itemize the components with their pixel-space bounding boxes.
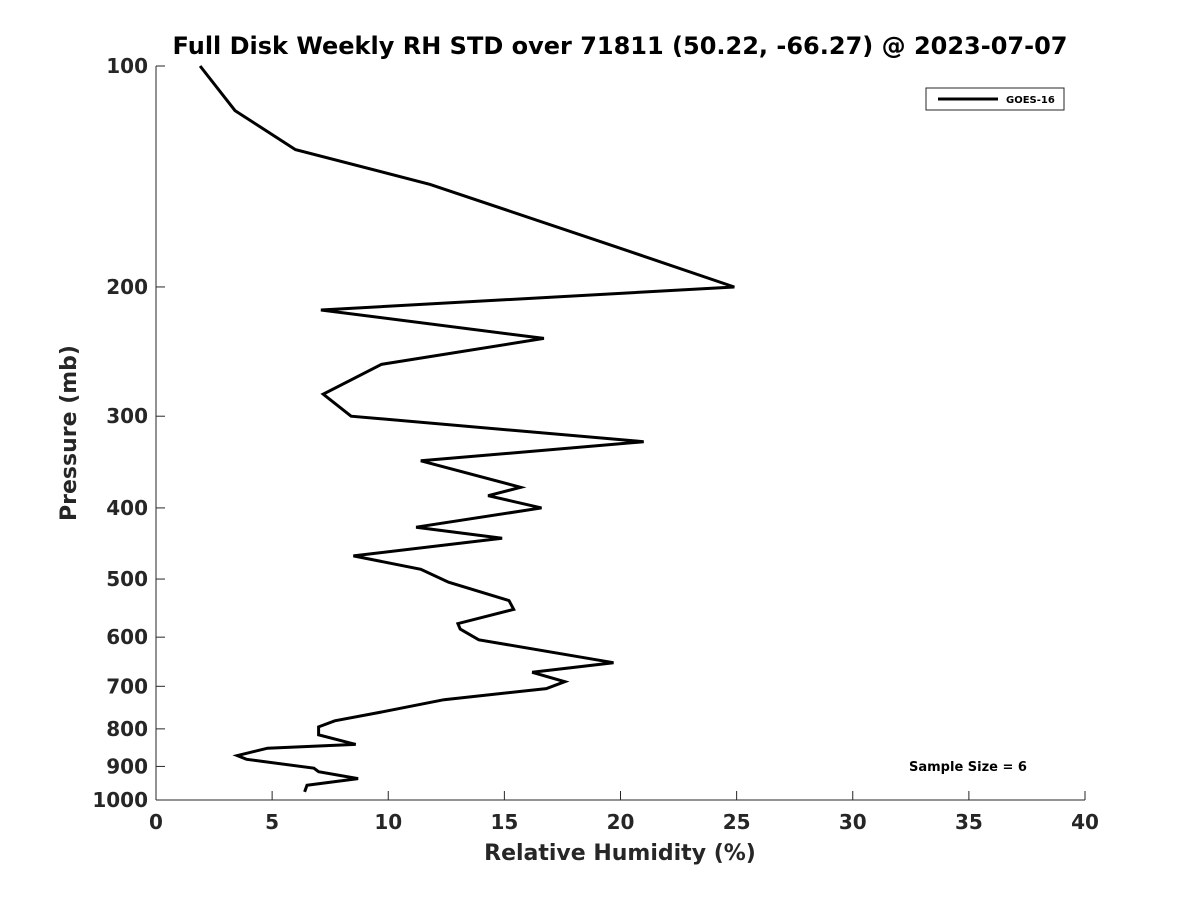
y-tick-label: 300 bbox=[106, 404, 148, 428]
y-tick-label: 500 bbox=[106, 567, 148, 591]
x-tick-label: 40 bbox=[1071, 810, 1099, 834]
y-tick-label: 600 bbox=[106, 625, 148, 649]
x-tick-label: 30 bbox=[839, 810, 867, 834]
x-tick-label: 0 bbox=[149, 810, 163, 834]
legend-entry-goes-16: GOES-16 bbox=[1006, 95, 1055, 106]
x-tick-label: 15 bbox=[490, 810, 518, 834]
x-axis-label: Relative Humidity (%) bbox=[484, 841, 756, 866]
y-axis-label: Pressure (mb) bbox=[57, 345, 82, 521]
x-tick-label: 10 bbox=[374, 810, 402, 834]
x-axis-ticks: 0 5 10 15 20 25 30 35 40 bbox=[149, 791, 1099, 834]
y-tick-label: 900 bbox=[106, 754, 148, 778]
plot-axes bbox=[155, 66, 1085, 801]
x-tick-label: 25 bbox=[723, 810, 751, 834]
y-tick-label: 1000 bbox=[92, 788, 148, 812]
y-tick-label: 100 bbox=[106, 54, 148, 78]
chart-title: Full Disk Weekly RH STD over 71811 (50.2… bbox=[173, 32, 1068, 60]
x-tick-label: 35 bbox=[955, 810, 983, 834]
x-tick-label: 20 bbox=[607, 810, 635, 834]
y-tick-label: 400 bbox=[106, 496, 148, 520]
x-tick-label: 5 bbox=[265, 810, 279, 834]
legend: GOES-16 bbox=[925, 87, 1065, 111]
y-axis-ticks: 100 200 300 400 500 600 700 800 900 1000 bbox=[92, 54, 165, 812]
y-tick-label: 200 bbox=[106, 275, 148, 299]
y-tick-label: 700 bbox=[106, 674, 148, 698]
series-line-goes-16 bbox=[198, 65, 735, 793]
y-tick-label: 800 bbox=[106, 717, 148, 741]
series-layer bbox=[198, 65, 735, 793]
sample-size-annotation: Sample Size = 6 bbox=[909, 760, 1027, 775]
